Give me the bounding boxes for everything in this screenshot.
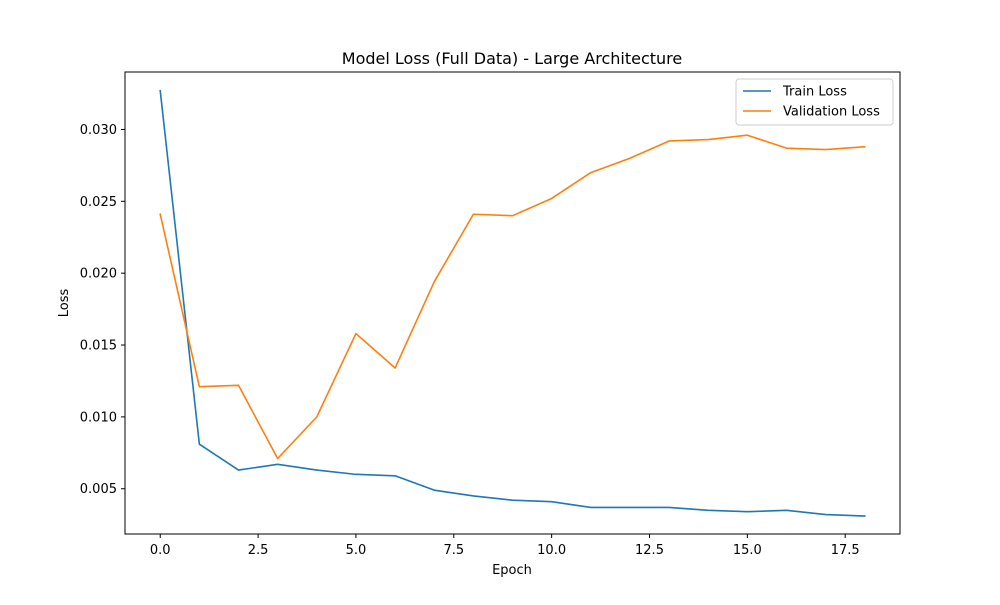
y-axis-label: Loss <box>57 289 72 318</box>
y-tick-label: 0.010 <box>80 410 117 425</box>
legend-label: Train Loss <box>782 85 847 100</box>
axes-frame <box>124 71 901 535</box>
legend-label: Validation Loss <box>783 105 880 120</box>
legend-box <box>735 78 894 126</box>
x-tick-label: 17.5 <box>831 543 860 558</box>
x-tick-label: 12.5 <box>635 543 664 558</box>
x-tick-label: 0.0 <box>150 543 171 558</box>
y-tick-label: 0.005 <box>80 482 117 497</box>
y-tick-label: 0.020 <box>80 267 117 282</box>
legend: Train Loss Validation Loss <box>735 78 894 126</box>
chart-title: Model Loss (Full Data) - Large Architect… <box>342 49 682 68</box>
series-line-train-loss <box>159 89 866 517</box>
x-tick-label: 15.0 <box>733 543 762 558</box>
x-axis-label: Epoch <box>492 563 532 578</box>
x-tick-label: 7.5 <box>443 543 464 558</box>
y-tick-label: 0.025 <box>80 195 117 210</box>
x-tick-label: 2.5 <box>248 543 269 558</box>
x-tick-label: 10.0 <box>537 543 566 558</box>
plot-area: 0.0 2.5 5.0 7.5 10.0 12.5 15.0 17.5 0.005 0.010 0.… <box>80 71 901 558</box>
y-tick-label: 0.030 <box>80 123 117 138</box>
series-line-validation-loss <box>159 134 866 460</box>
y-tick-label: 0.015 <box>80 339 117 354</box>
x-tick-label: 5.0 <box>346 543 367 558</box>
